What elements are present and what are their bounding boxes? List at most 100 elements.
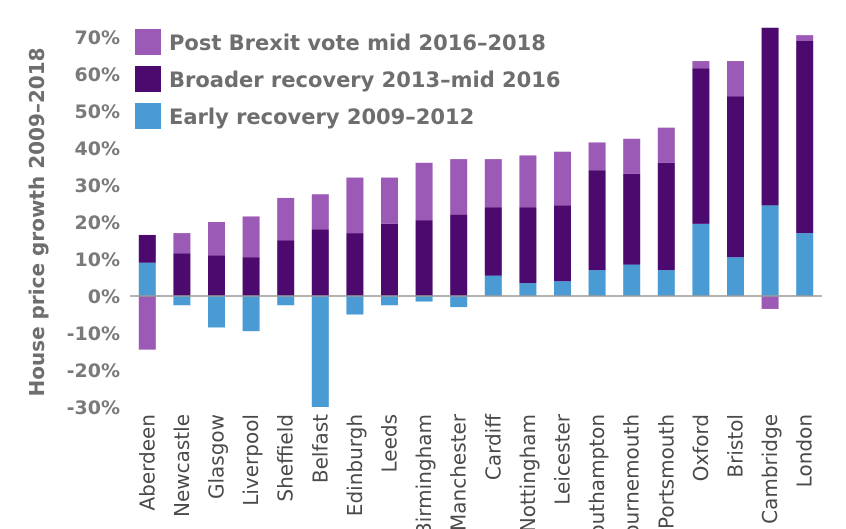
bar-segment	[588, 270, 606, 296]
bar-segment	[346, 233, 364, 296]
bar-segment	[311, 229, 329, 296]
y-tick-label: 50%	[75, 101, 120, 123]
bar-segment	[208, 222, 225, 256]
x-category-label: Leicester	[551, 413, 575, 505]
bar-segment	[484, 207, 502, 276]
x-category-label: London	[793, 414, 817, 487]
bar-segment	[727, 96, 744, 258]
bar-segment	[138, 262, 156, 296]
y-tick-label: 10%	[75, 249, 120, 271]
bar-segment	[415, 162, 433, 221]
bar-segment	[415, 296, 433, 302]
x-category-label: Cambridge	[758, 414, 782, 524]
y-tick-label: 70%	[75, 27, 120, 49]
bar-segment	[796, 233, 814, 296]
bar-segment	[242, 257, 260, 296]
bar-segment	[208, 296, 225, 328]
y-tick-label: 40%	[75, 138, 120, 160]
x-category-label: Bristol	[724, 414, 748, 478]
bar-segment	[761, 27, 779, 206]
legend-label: Post Brexit vote mid 2016–2018	[169, 31, 546, 55]
bar-segment	[588, 170, 606, 271]
bar-segment	[519, 283, 537, 296]
x-category-label: Southampton	[585, 414, 609, 529]
x-category-label: Birmingham	[412, 414, 436, 529]
bar-segment	[727, 257, 744, 296]
bar-segment	[623, 173, 641, 265]
x-category-label: Bournemouth	[620, 414, 644, 529]
x-category-label: Oxford	[689, 414, 713, 481]
y-tick-label: 0%	[88, 286, 120, 308]
bar-segment	[173, 233, 191, 254]
bar-segment	[277, 296, 295, 306]
bar-segment	[761, 205, 779, 296]
y-axis-ticks: 70% 60% 50% 40% 30% 20% 10% 0% -10% -20% -30%	[67, 27, 120, 419]
bar-segment	[657, 127, 675, 163]
bar-segment	[554, 205, 571, 282]
x-category-label: Leeds	[378, 414, 402, 473]
x-category-label: Cardiff	[481, 413, 505, 480]
x-category-label: Glasgow	[205, 414, 229, 499]
bar-segment	[311, 194, 329, 230]
bar-segment	[692, 68, 710, 224]
legend-label: Broader recovery 2013–mid 2016	[169, 68, 560, 92]
bar-segment	[484, 159, 502, 208]
bar-segment	[242, 296, 260, 332]
bar-segment	[173, 253, 191, 296]
x-category-label: Portsmouth	[654, 414, 678, 529]
bar-segment	[727, 61, 744, 97]
y-axis-title: House price growth 2009–2018	[25, 47, 49, 396]
bar-segment	[311, 296, 329, 407]
x-category-label: Newcastle	[170, 414, 194, 517]
bar-segment	[173, 296, 191, 306]
bar-segment	[450, 296, 468, 308]
bar-segment	[692, 223, 710, 296]
y-tick-label: 60%	[75, 64, 120, 86]
bar-segment	[692, 61, 710, 69]
x-category-label: Sheffield	[274, 414, 298, 502]
x-category-label: Nottingham	[516, 414, 540, 529]
bar-segment	[346, 177, 364, 234]
x-category-label: Belfast	[308, 414, 332, 483]
bar-segment	[519, 155, 537, 208]
bar-segment	[796, 35, 814, 41]
bar-segment	[346, 296, 364, 315]
bar-segment	[415, 220, 433, 296]
x-category-label: Aberdeen	[135, 414, 159, 511]
bar-segment	[588, 142, 606, 171]
bar-segment	[623, 138, 641, 174]
bar-segment	[138, 234, 156, 263]
y-tick-label: 30%	[75, 175, 120, 197]
legend-label: Early recovery 2009–2012	[169, 105, 474, 129]
bar-segment	[519, 207, 537, 284]
y-tick-label: -10%	[67, 323, 120, 345]
bar-segment	[761, 296, 779, 309]
bar-segment	[381, 223, 398, 296]
legend-swatch	[135, 66, 161, 92]
bar-segment	[450, 214, 468, 296]
bar-segment	[657, 270, 675, 296]
bar-segment	[138, 296, 156, 350]
bar-segment	[657, 162, 675, 271]
y-tick-label: -30%	[67, 397, 120, 419]
bar-segment	[484, 275, 502, 296]
y-tick-label: -20%	[67, 360, 120, 382]
bar-segment	[554, 281, 571, 296]
x-axis-category-labels: Aberdeen Newcastle Glasgow Liverpool Sheffie…	[135, 413, 816, 529]
bar-segment	[277, 197, 295, 241]
x-category-label: Liverpool	[239, 414, 263, 506]
y-tick-label: 20%	[75, 212, 120, 234]
bar-segment	[381, 177, 398, 224]
bar-segment	[277, 240, 295, 296]
bar-segment	[623, 264, 641, 296]
bar-segment	[242, 216, 260, 258]
x-category-label: Manchester	[447, 413, 471, 529]
bar-segment	[450, 159, 468, 215]
legend: Post Brexit vote mid 2016–2018 Broader re…	[135, 29, 560, 129]
bar-segment	[208, 255, 225, 296]
bar-segment	[796, 40, 814, 234]
bar-segment	[554, 151, 571, 206]
bar-segment	[381, 296, 398, 306]
bars	[138, 27, 814, 407]
